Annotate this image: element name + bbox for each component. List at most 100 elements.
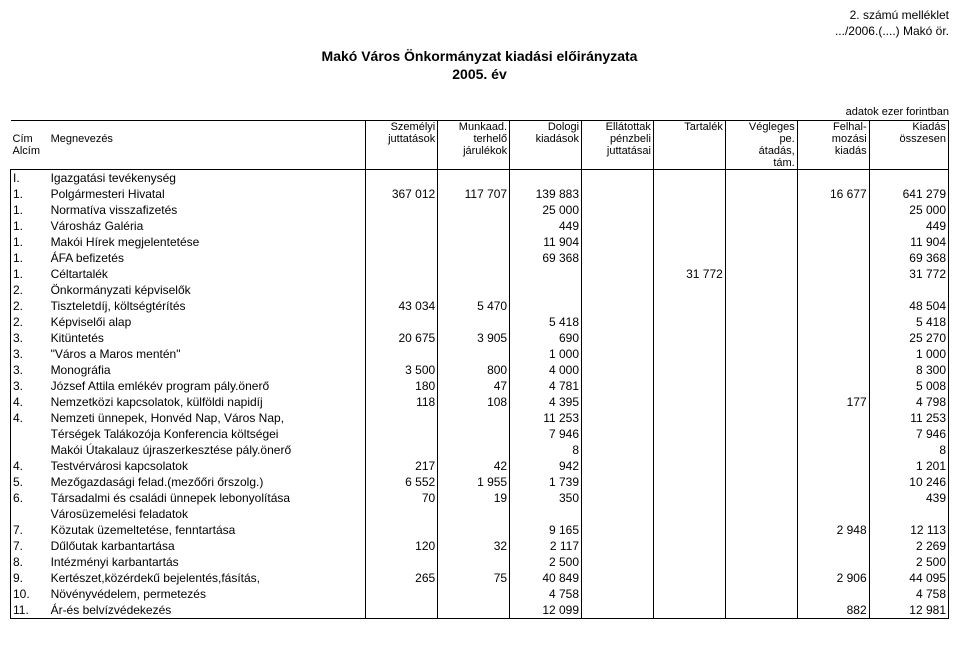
row-value [582,362,654,378]
row-value: 20 675 [366,330,438,346]
row-value [653,394,725,410]
row-value: 16 677 [797,186,869,202]
col-szemelyi-1: Személyi [366,120,438,133]
col-cim-label: Cím [11,133,49,145]
row-value: 11 253 [869,410,948,426]
col-kiadas-1: Kiadás [869,120,948,133]
row-value [725,474,797,490]
row-value [725,186,797,202]
row-value [366,202,438,218]
col-szemelyi-2: juttatások [366,133,438,145]
row-value: 25 000 [510,202,582,218]
row-value [797,490,869,506]
row-cim: 3. [11,362,49,378]
row-value: 439 [869,490,948,506]
row-value [797,298,869,314]
row-value [366,554,438,570]
row-value [366,586,438,602]
row-value [438,586,510,602]
row-value [797,538,869,554]
row-value [510,298,582,314]
row-value: 4 758 [510,586,582,602]
row-cim: 1. [11,250,49,266]
row-value [438,346,510,362]
section-row: I.Igazgatási tevékenység [11,169,949,186]
row-value: 10 246 [869,474,948,490]
section-cim: I. [11,169,49,186]
row-value: 8 [510,442,582,458]
row-value [725,330,797,346]
row-value: 69 368 [869,250,948,266]
title-line1: Makó Város Önkormányzat kiadási előirány… [322,48,638,64]
section-cell [797,506,869,522]
row-value: 4 758 [869,586,948,602]
row-value: 217 [366,458,438,474]
row-value: 8 [869,442,948,458]
row-value: 8 300 [869,362,948,378]
col-felhal-1: Felhal- [797,120,869,133]
row-value: 1 739 [510,474,582,490]
row-value [653,362,725,378]
row-value [366,266,438,282]
row-value [438,234,510,250]
table-header: Személyi Munkaad. Dologi Ellátottak Tart… [11,120,949,169]
table-row: 3.Kitüntetés20 6753 90569025 270 [11,330,949,346]
row-value [725,362,797,378]
row-value: 12 981 [869,602,948,619]
row-value: 4 781 [510,378,582,394]
row-name: Ár-és belvízvédekezés [49,602,366,619]
row-value [582,474,654,490]
table-row: 7.Közutak üzemeltetése, fenntartása9 165… [11,522,949,538]
row-value [725,586,797,602]
table-row: 2.Tiszteletdíj, költségtérítés43 0345 47… [11,298,949,314]
row-value [582,330,654,346]
row-value: 882 [797,602,869,619]
row-value [438,250,510,266]
row-value: 11 904 [869,234,948,250]
row-value [438,218,510,234]
row-value: 177 [797,394,869,410]
attachment-note: 2. számú melléklet .../2006.(....) Makó … [10,8,949,39]
row-value [582,602,654,619]
row-value [797,586,869,602]
row-value: 2 906 [797,570,869,586]
section-cell [653,169,725,186]
row-value [366,602,438,619]
col-ellatottak-2: pénzbeli [582,133,654,145]
row-value [438,282,510,298]
col-cim [11,120,49,133]
row-value [653,378,725,394]
row-value [725,250,797,266]
col-alcim-label: Alcím [11,145,49,157]
row-value: 118 [366,394,438,410]
table-row: 1.Céltartalék31 77231 772 [11,266,949,282]
row-name: Növényvédelem, permetezés [49,586,366,602]
section-cell [438,506,510,522]
row-value [366,282,438,298]
row-value: 9 165 [510,522,582,538]
row-value: 120 [366,538,438,554]
row-value [725,266,797,282]
row-cim [11,442,49,458]
row-value: 641 279 [869,186,948,202]
unit-note: adatok ezer forintban [10,106,949,118]
row-name: "Város a Maros mentén" [49,346,366,362]
row-cim: 3. [11,330,49,346]
row-name: Céltartalék [49,266,366,282]
row-value [797,346,869,362]
row-value [438,554,510,570]
row-value [510,282,582,298]
row-value: 12 113 [869,522,948,538]
row-value [725,570,797,586]
row-value: 3 905 [438,330,510,346]
row-name: Mezőgazdasági felad.(mezőőri őrszolg.) [49,474,366,490]
table-row: 1.ÁFA befizetés69 36869 368 [11,250,949,266]
row-value [582,346,654,362]
row-value [653,474,725,490]
section-cell [582,169,654,186]
row-value: 44 095 [869,570,948,586]
row-value [582,218,654,234]
row-cim: 4. [11,458,49,474]
table-row: 3."Város a Maros mentén"1 0001 000 [11,346,949,362]
row-cim: 8. [11,554,49,570]
